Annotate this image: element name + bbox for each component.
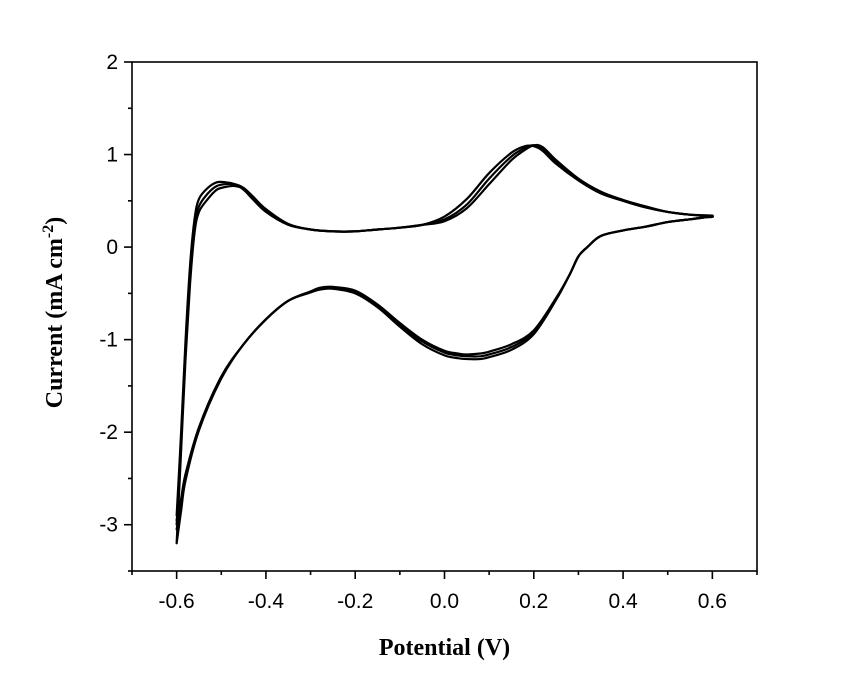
plot-frame: [131, 61, 758, 572]
y-tick-label: 2: [106, 51, 118, 74]
x-tick-label: 0.2: [519, 590, 548, 613]
cv-cycle-3-line: [175, 143, 714, 545]
x-axis-title: Potential (V): [379, 635, 510, 661]
y-tick-label: 1: [106, 144, 118, 167]
x-tick-label: 0.6: [698, 590, 727, 613]
y-axis-title-main: Current (mA cm: [42, 238, 68, 408]
y-axis-title: Current (mA cm-2): [40, 217, 68, 409]
y-axis-title-end: ): [42, 217, 68, 225]
curves-layer: [175, 143, 714, 545]
y-tick-label: -3: [99, 514, 118, 537]
x-tick-label: -0.4: [248, 590, 285, 613]
ticks-layer: -0.6 -0.4 -0.2 0.0 0.2 0.4 0.6 -3 -2 -1 0 1 2: [99, 51, 758, 613]
y-tick-label: -1: [99, 329, 118, 352]
x-tick-label: 0.0: [430, 590, 459, 613]
y-tick-label: -2: [99, 421, 118, 444]
x-tick-label: 0.4: [608, 590, 638, 613]
y-tick-label: 0: [106, 236, 118, 259]
y-axis-title-superscript: -2: [40, 225, 57, 238]
x-tick-label: -0.2: [337, 590, 373, 613]
x-tick-label: -0.6: [159, 590, 195, 613]
